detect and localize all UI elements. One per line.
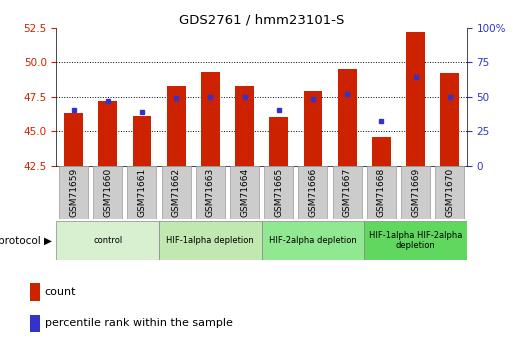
FancyBboxPatch shape [262,221,364,260]
FancyBboxPatch shape [159,221,262,260]
Bar [235,86,254,166]
Bar [440,73,459,166]
Text: HIF-1alpha HIF-2alpha
depletion: HIF-1alpha HIF-2alpha depletion [369,231,462,250]
Text: GSM71660: GSM71660 [103,168,112,217]
Text: HIF-1alpha depletion: HIF-1alpha depletion [166,236,254,245]
Bar [30,315,40,332]
Bar [64,113,83,166]
Text: GSM71659: GSM71659 [69,168,78,217]
Title: GDS2761 / hmm23101-S: GDS2761 / hmm23101-S [179,13,344,27]
FancyBboxPatch shape [93,166,122,219]
Text: GSM71670: GSM71670 [445,168,454,217]
Bar [98,101,117,166]
Text: HIF-2alpha depletion: HIF-2alpha depletion [269,236,357,245]
Bar [269,117,288,166]
Bar [132,116,151,166]
Text: GSM71667: GSM71667 [343,168,351,217]
Text: GSM71664: GSM71664 [240,168,249,217]
FancyBboxPatch shape [196,166,225,219]
FancyBboxPatch shape [56,221,159,260]
Bar [304,91,322,166]
FancyBboxPatch shape [299,166,327,219]
Text: control: control [93,236,123,245]
FancyBboxPatch shape [435,166,464,219]
Text: GSM71669: GSM71669 [411,168,420,217]
Bar [201,72,220,166]
Text: GSM71663: GSM71663 [206,168,215,217]
FancyBboxPatch shape [264,166,293,219]
FancyBboxPatch shape [162,166,191,219]
Text: GSM71661: GSM71661 [137,168,146,217]
Bar [30,284,40,301]
Bar [372,137,391,166]
Text: GSM71668: GSM71668 [377,168,386,217]
Bar [338,69,357,166]
FancyBboxPatch shape [401,166,430,219]
FancyBboxPatch shape [367,166,396,219]
Bar [167,86,186,166]
FancyBboxPatch shape [332,166,362,219]
Text: GSM71665: GSM71665 [274,168,283,217]
Text: count: count [45,287,76,297]
Text: GSM71662: GSM71662 [172,168,181,217]
Text: GSM71666: GSM71666 [308,168,318,217]
Bar [406,32,425,166]
FancyBboxPatch shape [127,166,156,219]
Text: percentile rank within the sample: percentile rank within the sample [45,318,232,328]
FancyBboxPatch shape [364,221,467,260]
FancyBboxPatch shape [59,166,88,219]
Text: protocol ▶: protocol ▶ [0,236,52,246]
FancyBboxPatch shape [230,166,259,219]
